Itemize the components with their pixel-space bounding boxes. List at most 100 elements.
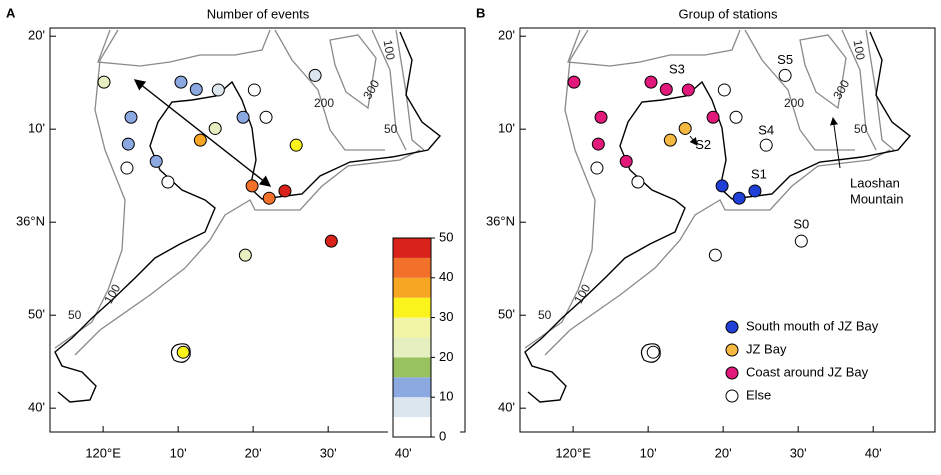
- contour-label: 100: [851, 39, 868, 61]
- colorbar-bin: [393, 297, 431, 318]
- island: [170, 343, 191, 363]
- station: [149, 154, 163, 168]
- station: [238, 248, 252, 262]
- station-label: S5: [777, 52, 793, 67]
- contour-label: 50: [384, 122, 398, 136]
- y-tick-label: 36°N: [16, 214, 45, 229]
- y-tick-label: 20': [28, 28, 45, 43]
- panel-letter: A: [6, 5, 16, 20]
- contour-label: 200: [784, 96, 804, 110]
- label-arrow: [830, 117, 841, 169]
- x-tick-label: 120°E: [555, 445, 591, 460]
- station: [646, 345, 660, 359]
- colorbar-tick-label: 10: [439, 389, 453, 404]
- station: [732, 191, 746, 205]
- contour: [54, 29, 126, 349]
- legend-label: Else: [746, 387, 771, 402]
- station: [262, 191, 276, 205]
- legend-marker: [725, 320, 739, 334]
- legend-label: JZ Bay: [746, 341, 787, 356]
- station: [245, 179, 259, 193]
- station: [278, 184, 292, 198]
- station: [591, 137, 605, 151]
- x-tick-label: 10': [170, 445, 187, 460]
- station: [659, 82, 673, 96]
- station: [324, 234, 338, 248]
- annotation: Laoshan: [850, 175, 900, 190]
- station: [778, 68, 792, 82]
- contour: [865, 29, 895, 151]
- x-tick-label: 10': [640, 445, 657, 460]
- contour: [74, 149, 421, 356]
- x-tick-label: 40': [395, 445, 412, 460]
- station: [678, 121, 692, 135]
- coastline: [524, 31, 912, 403]
- station-label: S3: [669, 62, 685, 77]
- station-label: S2: [695, 137, 711, 152]
- station: [748, 184, 762, 198]
- contour: [371, 29, 407, 151]
- y-tick-label: 10': [28, 121, 45, 136]
- y-tick-label: 10': [498, 121, 515, 136]
- station: [247, 83, 261, 97]
- contour-label: 50: [68, 308, 82, 322]
- contour: [544, 149, 891, 356]
- station: [619, 154, 633, 168]
- station: [176, 345, 190, 359]
- station: [236, 110, 250, 124]
- colorbar-bin: [393, 317, 431, 338]
- colorbar-tick-label: 0: [439, 428, 446, 443]
- x-tick-label: 20': [715, 445, 732, 460]
- station: [124, 110, 138, 124]
- x-tick-label: 30': [790, 445, 807, 460]
- station: [706, 110, 720, 124]
- y-tick-label: 20': [498, 28, 515, 43]
- panel-title: Number of events: [207, 6, 310, 21]
- station: [594, 110, 608, 124]
- legend-marker: [725, 343, 739, 357]
- station: [681, 83, 695, 97]
- station: [259, 110, 273, 124]
- colorbar-tick-label: 30: [439, 309, 453, 324]
- colorbar-bin: [393, 257, 431, 278]
- panel-title: Group of stations: [679, 6, 778, 21]
- station: [567, 75, 581, 89]
- station: [644, 75, 658, 89]
- contour-label: 50: [538, 308, 552, 322]
- colorbar-bin: [393, 417, 431, 437]
- contour: [841, 29, 877, 151]
- colorbar-tick-label: 50: [439, 229, 453, 244]
- island: [640, 343, 661, 363]
- station: [729, 110, 743, 124]
- station: [708, 248, 722, 262]
- colorbar-bin: [393, 238, 431, 258]
- contour: [97, 29, 271, 67]
- station: [289, 138, 303, 152]
- station: [717, 83, 731, 97]
- y-tick-label: 36°N: [486, 214, 515, 229]
- station: [631, 175, 645, 189]
- contour-label: 50: [854, 122, 868, 136]
- x-tick-label: 30': [320, 445, 337, 460]
- station: [97, 75, 111, 89]
- station: [208, 121, 222, 135]
- y-tick-label: 50': [28, 307, 45, 322]
- colorbar-bin: [393, 377, 431, 398]
- contour-label: 200: [314, 96, 334, 110]
- y-tick-label: 50': [498, 307, 515, 322]
- legend-marker: [725, 366, 739, 380]
- distance-arrow: [133, 79, 272, 187]
- station: [590, 161, 604, 175]
- station: [794, 234, 808, 248]
- station: [121, 137, 135, 151]
- station: [715, 179, 729, 193]
- contour: [329, 34, 377, 110]
- contour: [799, 34, 847, 110]
- contour: [524, 29, 596, 349]
- colorbar-bin: [393, 337, 431, 358]
- y-tick-label: 40': [28, 400, 45, 415]
- station-label: S4: [758, 123, 774, 138]
- station-label: S1: [751, 166, 767, 181]
- x-tick-label: 20': [245, 445, 262, 460]
